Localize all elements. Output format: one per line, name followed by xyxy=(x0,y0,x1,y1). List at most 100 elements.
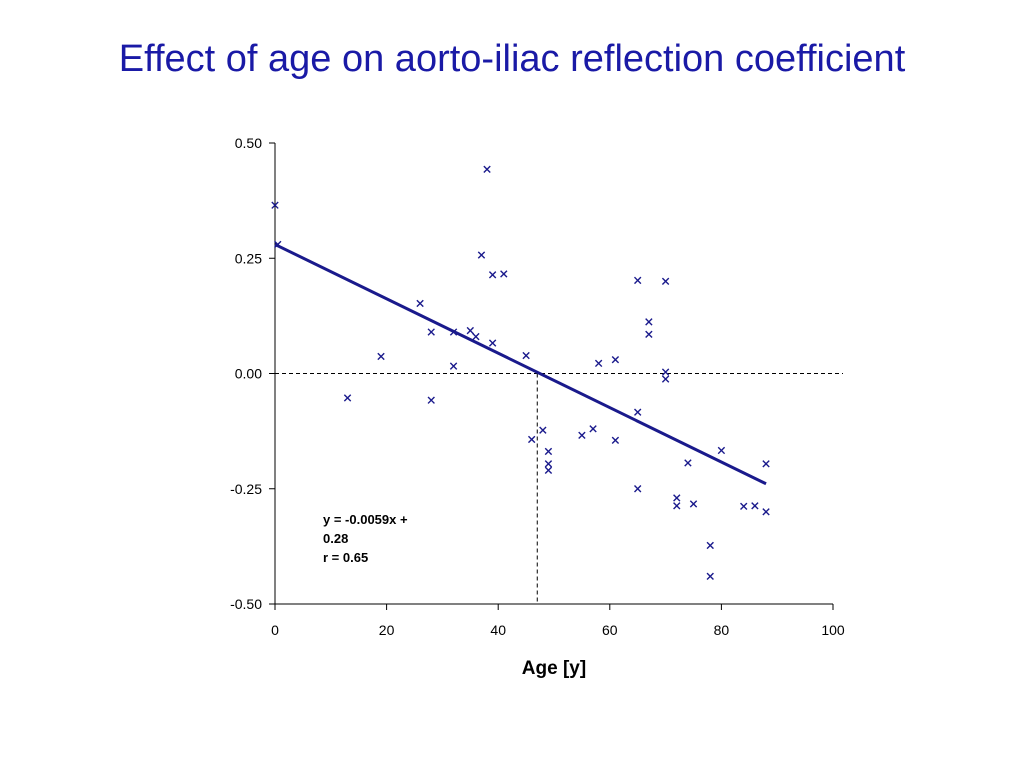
axes: 0.50 0.25 0.00 -0.25 -0.50 0 20 40 60 80 100 Age [y… xyxy=(230,135,845,679)
x-tick-label: 40 xyxy=(490,622,506,638)
data-point-stroke xyxy=(488,339,497,347)
data-point xyxy=(684,459,692,467)
data-point xyxy=(689,500,698,508)
regression-line xyxy=(274,243,767,486)
data-point xyxy=(466,326,474,335)
data-point xyxy=(343,394,352,402)
data-point xyxy=(377,352,385,361)
x-tick-label: 20 xyxy=(379,622,395,638)
data-point-stroke xyxy=(578,431,586,439)
data-point-stroke xyxy=(544,460,553,468)
data-point-stroke xyxy=(706,572,714,581)
data-point-stroke xyxy=(544,466,553,475)
data-point xyxy=(661,368,670,376)
data-point xyxy=(483,165,491,173)
y-tick-label: 0.00 xyxy=(235,366,262,382)
data-point-stroke xyxy=(689,500,698,508)
data-point-stroke xyxy=(527,435,536,444)
data-point xyxy=(611,436,620,445)
data-point-stroke xyxy=(589,425,597,433)
data-point-stroke xyxy=(416,299,424,308)
data-point-stroke xyxy=(427,328,435,336)
data-point xyxy=(740,502,748,510)
data-point xyxy=(594,359,603,368)
data-point-stroke xyxy=(740,502,748,510)
equation-line: y = -0.0059x + xyxy=(323,512,408,527)
data-point-stroke xyxy=(634,485,642,493)
data-point-stroke xyxy=(539,426,547,434)
data-point-stroke xyxy=(594,359,603,368)
data-point-stroke xyxy=(377,352,385,361)
data-point xyxy=(544,460,553,468)
data-point xyxy=(634,408,642,416)
data-point-stroke xyxy=(645,330,653,339)
data-point xyxy=(427,328,435,336)
data-point xyxy=(539,426,547,434)
data-point-stroke xyxy=(673,494,681,502)
data-point xyxy=(527,435,536,444)
x-tick-label: 60 xyxy=(602,622,618,638)
data-point xyxy=(544,466,553,475)
data-point xyxy=(634,276,642,285)
data-point-stroke xyxy=(717,446,726,455)
data-point xyxy=(544,447,553,456)
data-point xyxy=(488,339,497,347)
x-tick-label: 100 xyxy=(821,622,845,638)
data-point xyxy=(500,270,508,278)
x-axis-title: Age [y] xyxy=(522,658,586,679)
data-point xyxy=(589,425,597,433)
data-points xyxy=(271,165,770,581)
data-point xyxy=(645,318,653,326)
data-point-stroke xyxy=(751,502,759,510)
data-point xyxy=(706,541,714,550)
x-tick-label: 0 xyxy=(271,622,279,638)
data-point xyxy=(578,431,586,439)
x-tick-label: 80 xyxy=(714,622,730,638)
data-point xyxy=(673,494,681,502)
data-point-stroke xyxy=(684,459,692,467)
data-point-stroke xyxy=(661,368,670,376)
data-point-stroke xyxy=(661,375,670,383)
data-point-stroke xyxy=(449,362,458,370)
data-point-stroke xyxy=(472,332,480,341)
data-point-stroke xyxy=(488,271,497,279)
data-point-stroke xyxy=(477,251,486,259)
data-point xyxy=(717,446,726,455)
data-point-stroke xyxy=(762,508,770,516)
reference-lines xyxy=(275,373,843,604)
data-point-stroke xyxy=(271,201,279,209)
data-point-stroke xyxy=(544,447,553,456)
data-point-stroke xyxy=(466,326,474,335)
data-point-stroke xyxy=(522,351,530,360)
data-point-stroke xyxy=(661,277,670,285)
data-point-stroke xyxy=(611,355,620,364)
data-point xyxy=(762,460,770,468)
data-point-stroke xyxy=(706,541,714,550)
data-point xyxy=(645,330,653,339)
data-point xyxy=(634,485,642,493)
slide-title: Effect of age on aorto-iliac reflection … xyxy=(118,38,906,80)
y-tick-label: 0.25 xyxy=(235,250,262,266)
data-point-stroke xyxy=(500,270,508,278)
data-point xyxy=(416,299,424,308)
data-point-stroke xyxy=(427,396,435,404)
data-point-stroke xyxy=(343,394,352,402)
equation-annotation: y = -0.0059x + 0.28 r = 0.65 xyxy=(323,512,408,565)
data-point xyxy=(477,251,486,259)
data-point-stroke xyxy=(611,436,620,445)
regression-line-group xyxy=(274,243,767,486)
data-point xyxy=(611,355,620,364)
data-point xyxy=(762,508,770,516)
equation-line: r = 0.65 xyxy=(323,550,368,565)
data-point xyxy=(522,351,530,360)
equation-line: 0.28 xyxy=(323,531,348,546)
data-point xyxy=(673,502,681,510)
data-point xyxy=(271,201,279,209)
data-point xyxy=(661,375,670,383)
data-point-stroke xyxy=(634,276,642,285)
data-point xyxy=(706,572,714,581)
data-point-stroke xyxy=(762,460,770,468)
data-point xyxy=(449,362,458,370)
data-point-stroke xyxy=(673,502,681,510)
